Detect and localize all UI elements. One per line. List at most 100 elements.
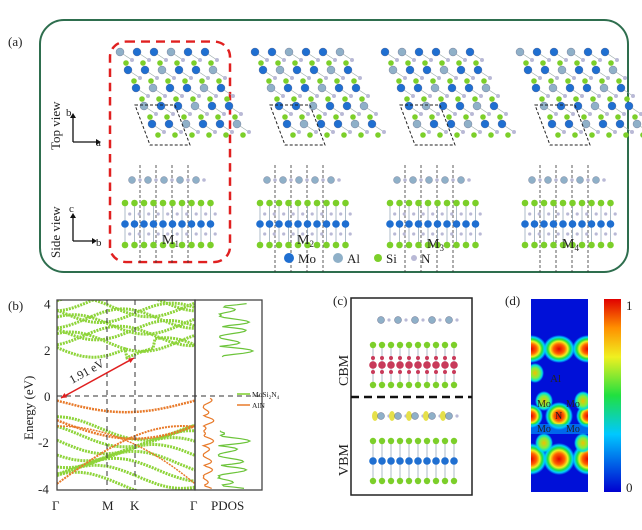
legend-al: Al — [347, 251, 360, 266]
pdos-legend: MoSi2N4 AlN — [237, 390, 280, 410]
legend-mo: Mo — [298, 251, 316, 266]
vbm-label: VBM — [337, 444, 352, 476]
pdos-mosi-valence — [216, 430, 252, 489]
mosi-valence-band — [57, 415, 195, 442]
mosi-valence-band — [57, 443, 195, 470]
top-view-m2 — [250, 47, 386, 146]
top-view-m3 — [380, 47, 516, 146]
y-tick: 0 — [44, 389, 51, 404]
mosi-conduction-band — [57, 300, 195, 313]
structure-m3 — [380, 47, 516, 272]
elf-blob — [535, 391, 553, 411]
si-legend-icon — [374, 254, 382, 262]
side-view-m2 — [256, 165, 352, 272]
elf-blob — [535, 433, 553, 453]
colorbar-max: 1 — [626, 298, 633, 313]
band-structure — [57, 300, 195, 490]
x-tick: Γ — [52, 498, 60, 513]
elf-atom-label: N — [555, 411, 562, 422]
legend-aln: AlN — [252, 401, 266, 410]
panel-b-label: (b) — [8, 298, 23, 313]
structure-m2 — [250, 47, 386, 272]
side-axes-icon: c b — [69, 203, 102, 249]
legend-si: Si — [386, 251, 397, 266]
panel-a: (a) Top view Side view b a c b M1 M2 M3 M4 … — [8, 19, 642, 273]
n-legend-icon — [411, 255, 417, 261]
elf-atom-label: Al — [550, 373, 561, 385]
panel-c-label: (c) — [333, 293, 347, 308]
vbm-structure — [369, 411, 459, 485]
mosi-conduction-band — [57, 330, 195, 353]
band-gap-label: 1.91 eV — [67, 356, 107, 387]
atom-legend: Mo Al Si N — [284, 251, 431, 266]
side-view-m3 — [386, 165, 482, 272]
elf-atom-label: Mo — [566, 424, 580, 435]
top-view-m4 — [515, 47, 642, 146]
y-tick: -2 — [38, 435, 49, 450]
elf-atom-labels: Al Mo Mo N Mo Mo — [537, 373, 580, 435]
elf-blob — [574, 391, 588, 411]
panel-c: (c) CBM VBM — [333, 293, 473, 496]
top-view-m1 — [115, 47, 251, 146]
pdos-frame — [194, 299, 263, 491]
structures — [115, 47, 642, 272]
elf-blob — [531, 363, 544, 383]
top-axis-b: b — [66, 107, 72, 119]
structure-m1 — [115, 47, 251, 264]
cbm-label: CBM — [337, 354, 352, 386]
panel-a-label: (a) — [8, 34, 22, 49]
orbital-structures — [369, 316, 459, 485]
model-label-m4: M4 — [562, 237, 579, 253]
mosi-conduction-band — [57, 301, 195, 324]
mosi-conduction-band — [57, 319, 195, 342]
panel-d: (d) Al Mo Mo N Mo Mo 1 0 — [505, 293, 633, 495]
elf-blob — [531, 404, 543, 428]
m1-highlight-box — [108, 40, 232, 264]
top-axes-icon: b a — [66, 107, 101, 149]
elf-blob — [572, 335, 588, 363]
elf-atom-label: Mo — [566, 399, 580, 410]
y-tick: 4 — [44, 297, 51, 312]
elf-blob — [545, 402, 573, 430]
model-labels: M1 M2 M3 M4 — [162, 233, 579, 253]
elf-blob — [531, 335, 547, 363]
elf-atom-label: Mo — [537, 424, 551, 435]
model-label-m3: M3 — [427, 237, 444, 253]
colorbar — [604, 299, 621, 492]
x-tick: K — [130, 498, 140, 513]
y-ticks: 4 2 0 -2 -4 — [38, 297, 51, 497]
y-tick: 2 — [44, 343, 51, 358]
elf-blob — [543, 335, 575, 363]
model-label-m2: M2 — [297, 233, 314, 249]
mo-legend-icon — [284, 253, 294, 263]
elf-atom-label: Mo — [537, 399, 551, 410]
al-legend-icon — [333, 253, 343, 263]
x-tick: Γ — [190, 498, 198, 513]
elf-map — [531, 299, 588, 492]
band-gap-arrow — [60, 357, 135, 399]
model-label-m1: M1 — [162, 233, 179, 249]
mosi-valence-band — [57, 449, 195, 476]
pdos-mosi-conduction — [217, 303, 255, 358]
colorbar-min: 0 — [626, 480, 633, 495]
side-axis-b: b — [96, 237, 102, 249]
side-view-label: Side view — [48, 206, 63, 258]
side-axis-c: c — [69, 203, 74, 215]
cbm-structure — [369, 316, 459, 389]
mosi-conduction-band — [57, 307, 195, 330]
y-tick: -4 — [38, 481, 49, 496]
elf-blob — [574, 433, 588, 453]
pdos-aln — [201, 397, 215, 489]
legend-mosi: MoSi2N4 — [252, 390, 280, 401]
panel-b: (b) 1.91 eV Energy (eV) 4 2 0 -2 -4 Γ M K Γ PDO… — [8, 297, 280, 513]
side-view-m4 — [521, 165, 617, 272]
y-axis-label: Energy (eV) — [21, 376, 36, 440]
elf-blob — [543, 443, 575, 475]
top-view-label: Top view — [48, 101, 63, 150]
aln-valence-band — [57, 399, 195, 414]
pdos-label: PDOS — [211, 498, 244, 513]
panel-a-frame — [39, 19, 629, 273]
top-axis-a: a — [96, 137, 101, 149]
